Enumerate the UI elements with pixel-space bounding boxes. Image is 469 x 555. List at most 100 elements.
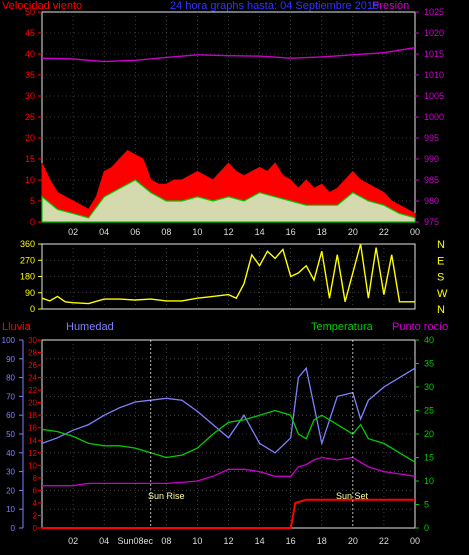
pressure-axis-label: Presión: [372, 0, 409, 12]
rain-tick-label: 20: [28, 399, 37, 408]
wind-panel-grid: [42, 12, 415, 222]
wind-panel-time-ticks: 02 04 06 08 10 12 14 16 18 20 22 00: [68, 227, 420, 237]
direction-tick-label: 0: [30, 304, 35, 314]
wind-tick-label: 0: [30, 217, 35, 227]
rain-tick-label: 16: [28, 424, 37, 433]
humidity-ticks: 0 10 20 30 40 50 60 70 80 90 100: [2, 336, 24, 533]
humidity-tick-label: 70: [6, 392, 15, 401]
rain-tick-label: 26: [28, 361, 37, 370]
wind-tick-label: 10: [25, 175, 35, 185]
compass-label: S: [437, 272, 444, 284]
time-tick-label: 04: [99, 227, 109, 237]
humidity-tick-label: 40: [6, 449, 15, 458]
wind-tick-label: 30: [25, 91, 35, 101]
time-tick-label: 12: [223, 227, 233, 237]
direction-tick-label: 360: [20, 239, 35, 249]
time-tick-label: 20: [348, 227, 358, 237]
time-tick-label: 08: [161, 227, 171, 237]
humidity-tick-label: 0: [11, 524, 16, 533]
time-tick-label: 12: [223, 536, 233, 546]
humidity-tick-label: 90: [6, 355, 15, 364]
wind-tick-label: 50: [25, 7, 35, 17]
humidity-tick-label: 50: [6, 430, 15, 439]
pressure-ticks: 975 980 985 990 995 1000 1005 1010 1015 1020 1025: [415, 7, 444, 227]
temp-panel-series: [41, 340, 416, 529]
temp-panel-time-ticks: 02 04 Sun08ec 08 10 12 14 16 18 20 22 00: [68, 536, 420, 546]
pressure-tick-label: 980: [424, 196, 439, 206]
time-tick-label: 20: [348, 536, 358, 546]
rain-tick-label: 30: [28, 336, 37, 345]
temperature-tick-label: 15: [424, 453, 434, 463]
sunset-label: Sun Set: [336, 491, 369, 501]
wind-speed-ticks: 0 5 10 15 20 25 30 35 40 45 50: [25, 7, 42, 227]
pressure-tick-label: 1015: [424, 49, 444, 59]
rain-line: [42, 498, 415, 529]
time-tick-label: 00: [410, 536, 420, 546]
humidity-tick-label: 10: [6, 505, 15, 514]
time-tick-label: 22: [379, 227, 389, 237]
wind-average-area: [41, 179, 416, 223]
compass-label: E: [437, 255, 444, 267]
humidity-tick-label: 80: [6, 374, 15, 383]
direction-panel-grid: [42, 244, 415, 309]
wind-tick-label: 25: [25, 112, 35, 122]
wind-tick-label: 20: [25, 133, 35, 143]
temperature-line: [41, 409, 416, 463]
time-tick-label: 14: [255, 227, 265, 237]
time-tick-label: 18: [317, 227, 327, 237]
time-tick-label: 02: [68, 227, 78, 237]
pressure-tick-label: 1025: [424, 7, 444, 17]
rain-tick-label: 10: [28, 461, 37, 470]
rain-tick-label: 22: [28, 386, 37, 395]
humidity-tick-label: 30: [6, 468, 15, 477]
temperature-tick-label: 40: [424, 335, 434, 345]
temperature-tick-label: 30: [424, 382, 434, 392]
wind-speed-axis-label: Velocidad viento: [2, 0, 82, 12]
temperature-tick-label: 35: [424, 359, 434, 369]
time-tick-label: 08: [161, 536, 171, 546]
time-tick-label: 10: [192, 227, 202, 237]
chart-title: 24 hora graphs hasta: 04 Septiembre 2015: [170, 0, 379, 12]
pressure-tick-label: 990: [424, 154, 439, 164]
pressure-tick-label: 1005: [424, 91, 444, 101]
pressure-tick-label: 1000: [424, 112, 444, 122]
time-tick-label: 16: [286, 227, 296, 237]
temperature-ticks: 0 5 10 15 20 25 30 35 40: [415, 335, 434, 533]
wind-tick-label: 40: [25, 49, 35, 59]
direction-tick-label: 180: [20, 272, 35, 282]
time-tick-label: 02: [68, 536, 78, 546]
rain-tick-label: 2: [33, 511, 38, 520]
compass-label: N: [437, 304, 445, 316]
direction-tick-label: 270: [20, 255, 35, 265]
humidity-tick-label: 100: [2, 336, 16, 345]
time-tick-label: 04: [99, 536, 109, 546]
time-tick-label: 10: [192, 536, 202, 546]
humidity-axis-label: Humedad: [66, 321, 114, 333]
humidity-tick-label: 20: [6, 486, 15, 495]
time-tick-label: 00: [410, 227, 420, 237]
temperature-tick-label: 20: [424, 429, 434, 439]
humidity-line: [41, 366, 416, 454]
direction-tick-label: 90: [25, 288, 35, 298]
rain-tick-label: 8: [33, 474, 38, 483]
wind-tick-label: 5: [30, 196, 35, 206]
temperature-tick-label: 0: [424, 523, 429, 533]
temperature-tick-label: 5: [424, 500, 429, 510]
dew-point-axis-label: Punto rocío: [392, 321, 448, 333]
rain-tick-label: 18: [28, 411, 37, 420]
direction-panel-series: [41, 243, 415, 305]
compass-label: N: [437, 239, 445, 251]
wind-tick-label: 35: [25, 70, 35, 80]
direction-degree-ticks: 0 90 180 270 360: [20, 239, 42, 314]
time-tick-label: 06: [130, 227, 140, 237]
rain-tick-label: 4: [33, 499, 38, 508]
rain-tick-label: 24: [28, 374, 37, 383]
rain-tick-label: 6: [33, 486, 38, 495]
